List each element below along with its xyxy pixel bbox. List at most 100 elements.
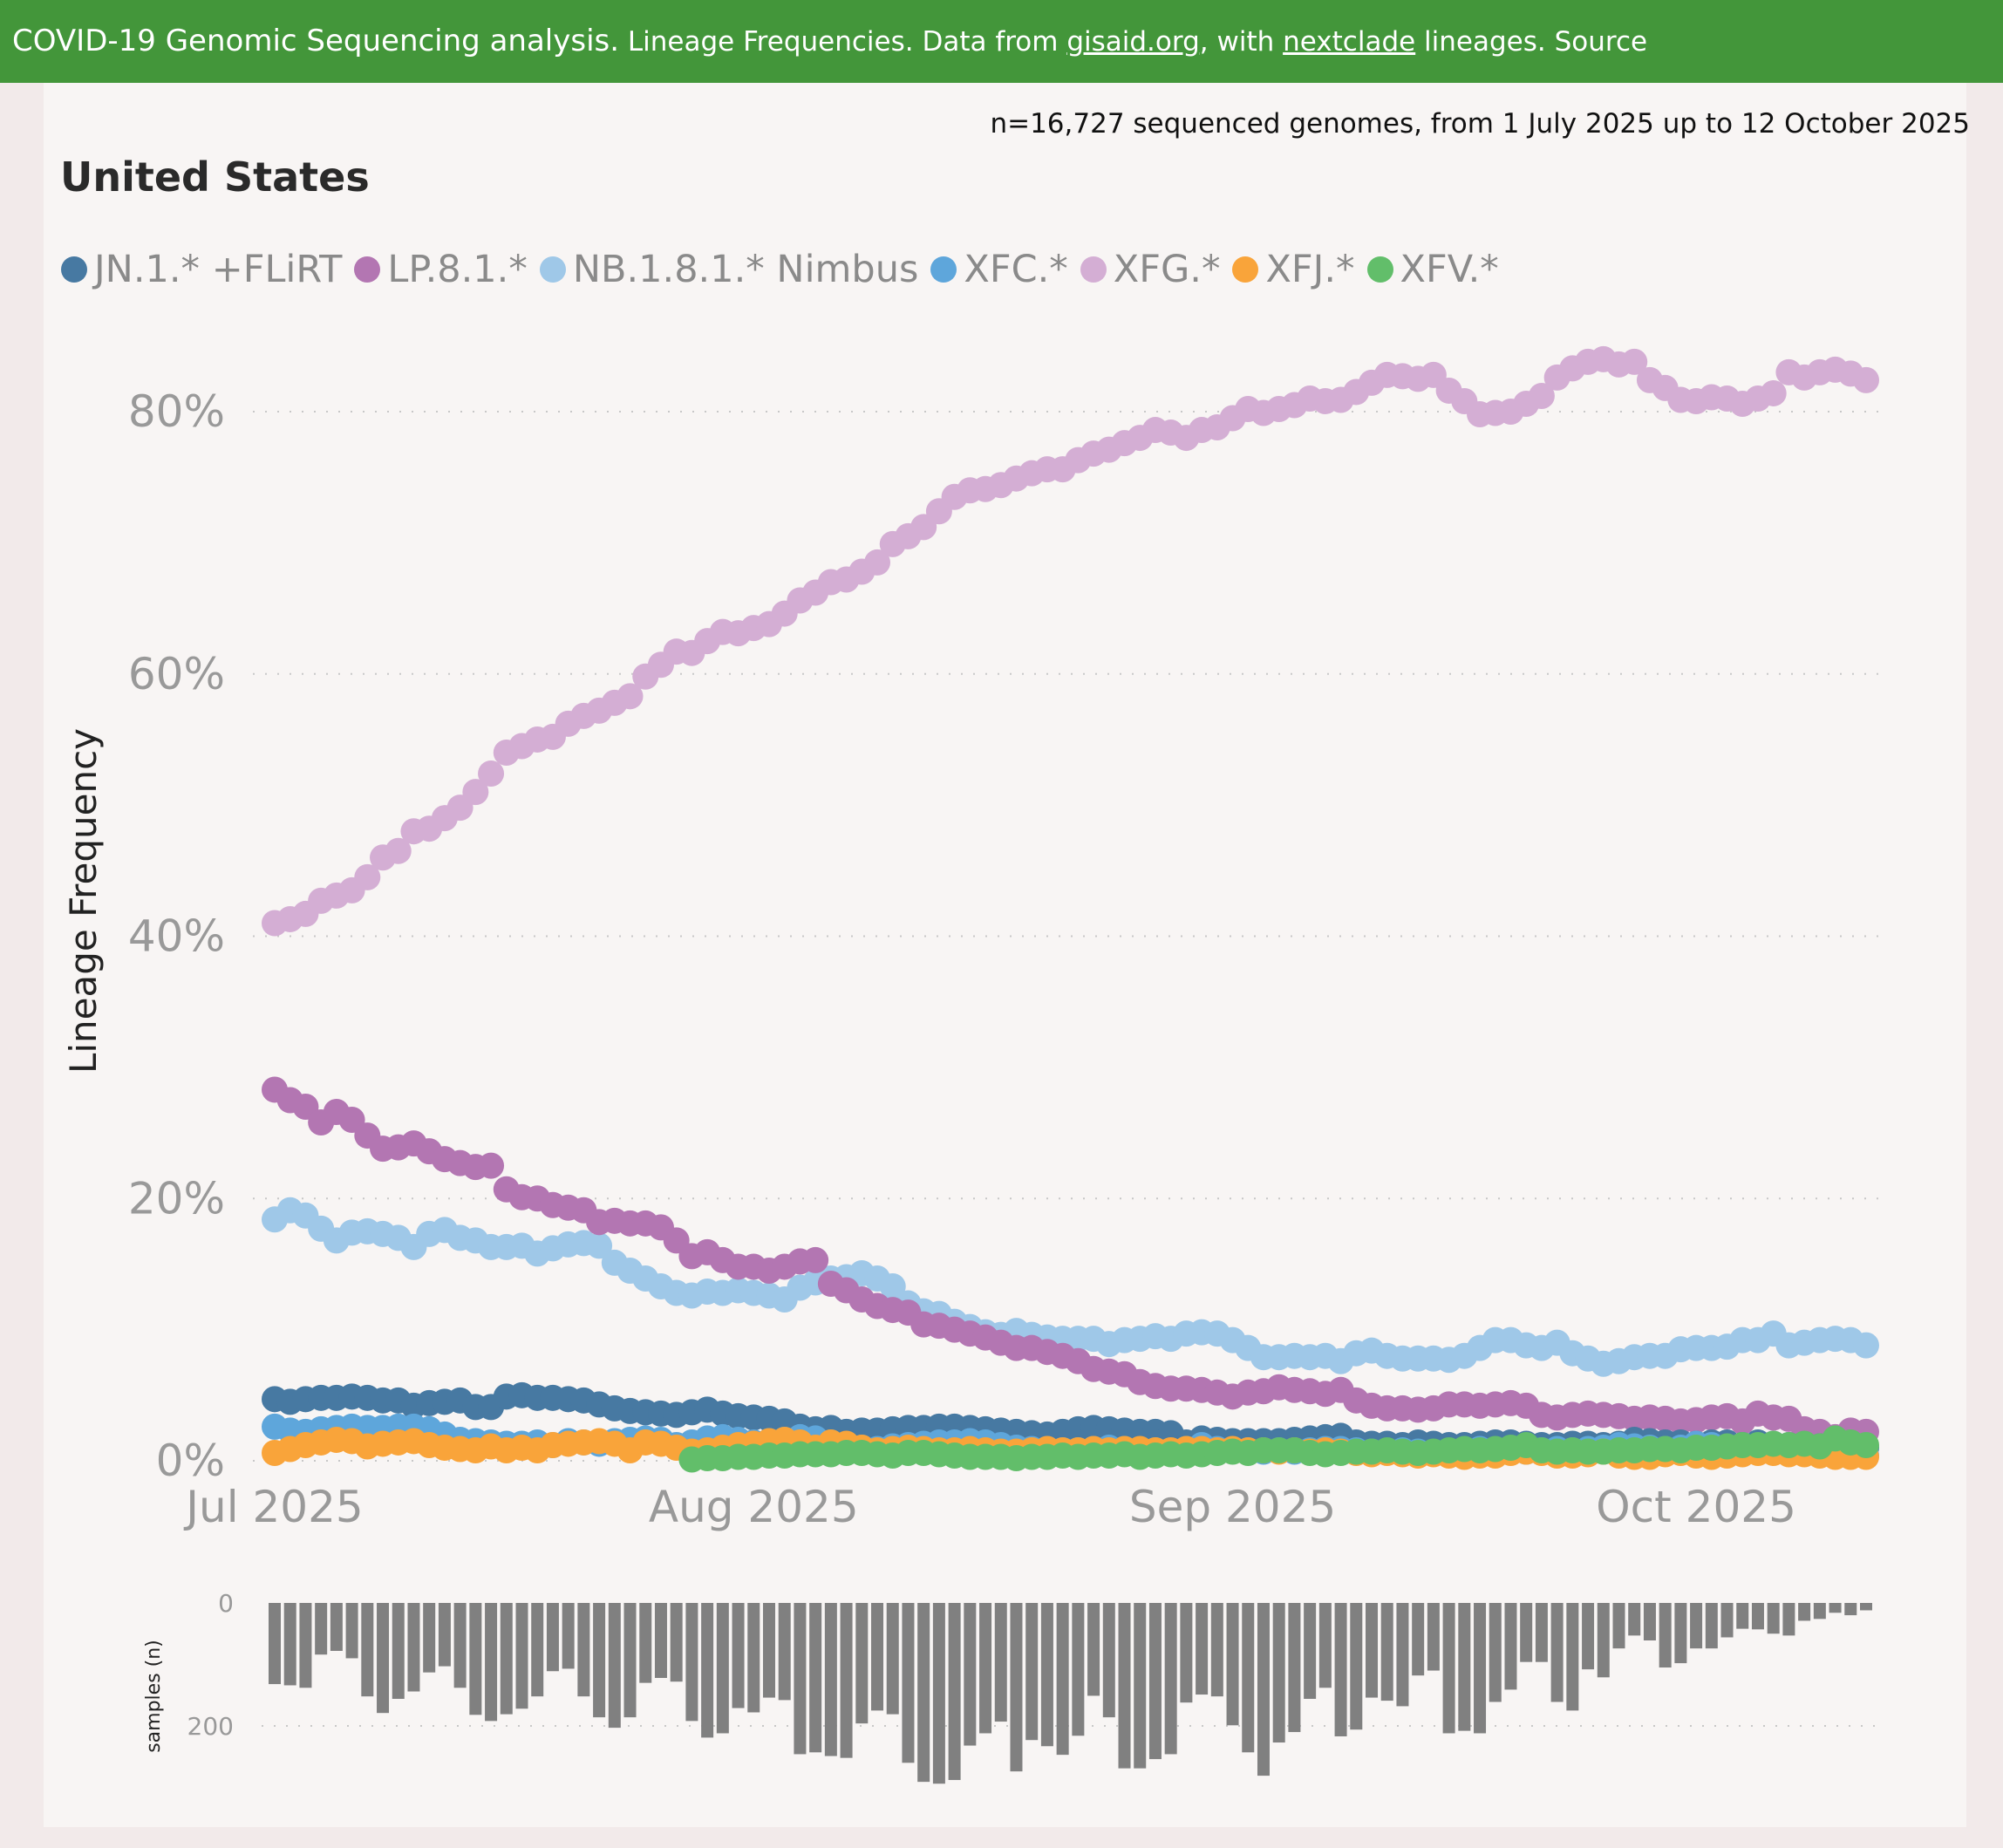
sample-count-bar bbox=[840, 1603, 853, 1758]
sample-count-bar bbox=[1535, 1603, 1548, 1662]
sample-count-bar bbox=[1474, 1603, 1487, 1734]
sample-count-bar bbox=[1442, 1603, 1455, 1734]
sample-count-bar bbox=[932, 1603, 945, 1784]
data-point-xfg bbox=[385, 837, 412, 864]
data-point-nb-1-8-1-nimbus bbox=[1853, 1332, 1879, 1359]
sample-count-bar bbox=[685, 1603, 698, 1722]
data-point-lp-8-1 bbox=[802, 1246, 829, 1273]
y-tick-label: 80% bbox=[128, 386, 225, 437]
sample-count-bar bbox=[964, 1603, 977, 1746]
y-axis-title: Lineage Frequency bbox=[62, 728, 105, 1074]
legend-marker-icon bbox=[1366, 256, 1393, 283]
sample-count-bar bbox=[531, 1603, 544, 1697]
legend-label: LP.8.1.* bbox=[387, 248, 528, 291]
sample-count-bar bbox=[1366, 1603, 1379, 1698]
sample-count-bar bbox=[732, 1603, 745, 1708]
sample-count-bar bbox=[392, 1603, 405, 1699]
legend-marker-icon bbox=[930, 256, 957, 283]
data-point-xfg bbox=[1853, 366, 1879, 393]
legend-item[interactable]: XFJ.* bbox=[1232, 248, 1355, 291]
sample-count-bar bbox=[747, 1603, 760, 1713]
sample-count-bar bbox=[1196, 1603, 1209, 1695]
sample-count-bar bbox=[1829, 1603, 1842, 1613]
sample-count-bar bbox=[453, 1603, 467, 1688]
sample-count-subtitle: n=16,727 sequenced genomes, from 1 July … bbox=[990, 108, 1970, 140]
data-point-xfg bbox=[1621, 348, 1648, 375]
sample-count-bar bbox=[855, 1603, 869, 1724]
sample-count-bar bbox=[762, 1603, 775, 1698]
sample-count-bar bbox=[639, 1603, 652, 1683]
sample-count-bar bbox=[1504, 1603, 1517, 1690]
banner-text: Lineage Frequencies. Data from bbox=[619, 26, 1067, 58]
data-point-lp-8-1 bbox=[478, 1152, 505, 1179]
legend-label: XFJ.* bbox=[1265, 248, 1355, 291]
sample-count-bar bbox=[1720, 1603, 1734, 1638]
banner-title: COVID-19 Genomic Sequencing analysis. bbox=[12, 24, 620, 58]
data-point-xfv bbox=[1853, 1431, 1879, 1458]
legend-label: XFG.* bbox=[1113, 248, 1221, 291]
sample-count-bar bbox=[1813, 1603, 1826, 1620]
sample-count-bar bbox=[577, 1603, 590, 1697]
sample-count-bar bbox=[1148, 1603, 1162, 1760]
sample-count-bar bbox=[1318, 1603, 1332, 1688]
x-tick-label: Aug 2025 bbox=[649, 1482, 859, 1532]
sample-count-bar bbox=[917, 1603, 930, 1783]
sample-count-bar bbox=[423, 1603, 436, 1673]
sample-count-bar bbox=[994, 1603, 1007, 1722]
sample-count-bar bbox=[1597, 1603, 1610, 1678]
legend-item[interactable]: NB.1.8.1.* Nimbus bbox=[539, 248, 918, 291]
legend-item[interactable]: LP.8.1.* bbox=[354, 248, 528, 291]
bar-y-tick-label: 200 bbox=[187, 1712, 234, 1741]
sample-count-bar bbox=[1056, 1603, 1069, 1756]
sample-count-bar bbox=[593, 1603, 606, 1718]
sample-count-bar bbox=[1860, 1603, 1872, 1611]
sample-count-bar bbox=[269, 1603, 281, 1685]
legend-item[interactable]: JN.1.* +FLiRT bbox=[61, 248, 342, 291]
sample-count-bar bbox=[1582, 1603, 1595, 1670]
y-tick-label: 40% bbox=[128, 911, 225, 962]
sample-count-bar bbox=[948, 1603, 961, 1781]
sample-count-bar bbox=[608, 1603, 621, 1729]
data-point-xfg bbox=[864, 549, 891, 576]
data-point-xfg bbox=[462, 779, 489, 806]
sample-count-bar bbox=[1782, 1603, 1795, 1636]
sample-count-bar bbox=[1350, 1603, 1363, 1730]
data-point-xfg bbox=[354, 863, 381, 890]
sample-count-bar bbox=[716, 1603, 729, 1734]
sample-count-bar bbox=[1844, 1603, 1857, 1616]
sample-count-bar bbox=[515, 1603, 528, 1709]
sample-count-bar bbox=[1612, 1603, 1625, 1649]
sample-count-bar bbox=[1072, 1603, 1085, 1736]
sample-count-bar bbox=[979, 1603, 992, 1734]
legend-item[interactable]: XFG.* bbox=[1080, 248, 1221, 291]
sample-count-bar bbox=[330, 1603, 343, 1651]
sample-count-bar bbox=[1550, 1603, 1564, 1702]
sample-count-bar bbox=[1412, 1603, 1425, 1676]
nextclade-link[interactable]: nextclade bbox=[1283, 26, 1416, 58]
legend-marker-icon bbox=[1232, 256, 1259, 283]
sample-count-bar bbox=[407, 1603, 420, 1692]
data-point-xfg bbox=[617, 683, 644, 710]
legend-marker-icon bbox=[539, 256, 566, 283]
sample-count-bar bbox=[1659, 1603, 1672, 1668]
sample-count-bar bbox=[1396, 1603, 1409, 1707]
legend: JN.1.* +FLiRT LP.8.1.* NB.1.8.1.* Nimbus XF… bbox=[61, 248, 1511, 291]
sample-count-bar bbox=[1180, 1603, 1193, 1703]
gisaid-link[interactable]: gisaid.org bbox=[1066, 26, 1200, 58]
legend-item[interactable]: XFC.* bbox=[930, 248, 1068, 291]
data-point-nb-1-8-1-nimbus bbox=[879, 1273, 906, 1300]
sample-count-bar bbox=[1102, 1603, 1115, 1718]
sample-count-bar bbox=[1257, 1603, 1270, 1776]
sample-count-bar bbox=[1272, 1603, 1285, 1743]
legend-item[interactable]: XFV.* bbox=[1366, 248, 1499, 291]
x-tick-label: Oct 2025 bbox=[1596, 1482, 1796, 1532]
bar-y-tick-label: 0 bbox=[218, 1589, 234, 1618]
sample-count-bar bbox=[546, 1603, 559, 1672]
sample-count-bar bbox=[299, 1603, 312, 1688]
legend-label: XFC.* bbox=[964, 248, 1068, 291]
sample-count-bar bbox=[886, 1603, 899, 1715]
legend-marker-icon bbox=[61, 256, 87, 283]
sample-count-bar bbox=[701, 1603, 714, 1738]
banner-text-2: , with bbox=[1199, 26, 1284, 58]
sample-count-bar bbox=[670, 1603, 683, 1682]
